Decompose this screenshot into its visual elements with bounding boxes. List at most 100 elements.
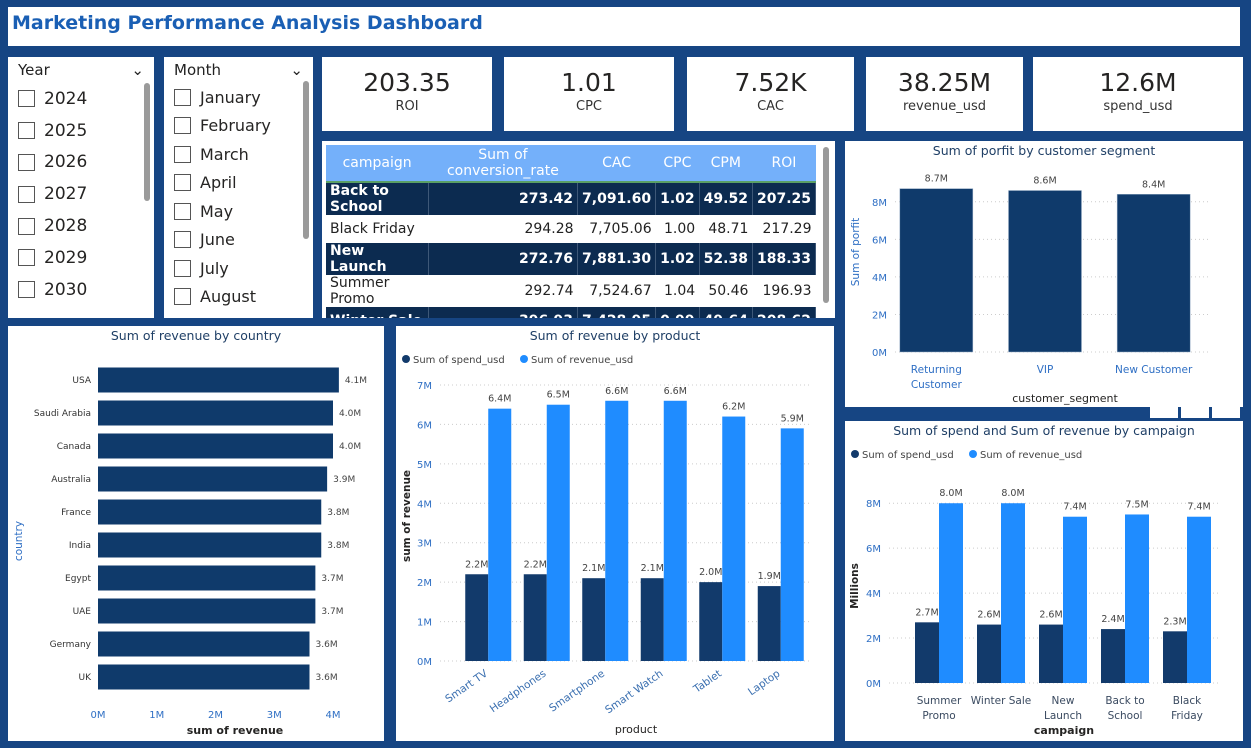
category-label: New Customer bbox=[1115, 364, 1193, 376]
y-axis-title: Millions bbox=[849, 563, 861, 609]
category-label: Back to bbox=[1105, 695, 1144, 707]
month-option-label: April bbox=[200, 173, 237, 193]
x-tick-label: 4M bbox=[326, 710, 341, 721]
year-option[interactable]: 2030 bbox=[18, 274, 144, 306]
column-header[interactable]: CPM bbox=[699, 145, 753, 183]
data-label: 8.6M bbox=[1033, 176, 1056, 187]
checkbox[interactable] bbox=[18, 122, 35, 140]
month-option[interactable]: June bbox=[174, 226, 303, 255]
category-label: Winter Sale bbox=[971, 695, 1031, 707]
category-label: Canada bbox=[57, 442, 91, 452]
data-label: 5.9M bbox=[781, 413, 804, 424]
checkbox[interactable] bbox=[18, 249, 35, 267]
legend-marker bbox=[969, 450, 977, 458]
table-cell: 217.29 bbox=[752, 215, 816, 243]
bar bbox=[1163, 631, 1187, 683]
data-label: 6.6M bbox=[605, 386, 628, 397]
y-tick-label: 6M bbox=[872, 235, 887, 246]
year-scrollbar[interactable] bbox=[144, 83, 150, 201]
checkbox[interactable] bbox=[174, 231, 191, 249]
bar bbox=[1125, 514, 1149, 683]
data-label: 3.7M bbox=[321, 574, 343, 584]
chevron-down-icon[interactable]: ⌄ bbox=[131, 61, 144, 79]
category-label: France bbox=[61, 508, 91, 518]
column-header[interactable]: Sum of conversion_rate bbox=[428, 145, 578, 183]
category-label: Smart TV bbox=[443, 667, 490, 705]
table-scrollbar[interactable] bbox=[823, 147, 829, 303]
month-option[interactable]: August bbox=[174, 283, 303, 312]
bar bbox=[1039, 624, 1063, 683]
kpi-value: 7.52K bbox=[734, 68, 807, 97]
legend-marker bbox=[851, 450, 859, 458]
table-cell: 208.62 bbox=[752, 307, 817, 318]
column-header[interactable]: CPC bbox=[655, 145, 700, 183]
x-axis-title: product bbox=[615, 723, 658, 736]
year-slicer[interactable]: Year ⌄ 2024 2025 2026 2027 2028 2029 2030 bbox=[8, 57, 154, 318]
checkbox[interactable] bbox=[18, 90, 35, 108]
checkbox[interactable] bbox=[174, 117, 191, 135]
table-cell: 1.02 bbox=[655, 243, 700, 275]
chart-title: Sum of porfit by customer segment bbox=[933, 143, 1156, 158]
checkbox[interactable] bbox=[174, 174, 191, 192]
checkbox[interactable] bbox=[18, 281, 35, 299]
table-cell: 7,428.95 bbox=[577, 307, 657, 318]
chevron-down-icon[interactable]: ⌄ bbox=[290, 61, 303, 79]
bar bbox=[699, 582, 723, 661]
year-option[interactable]: 2027 bbox=[18, 178, 144, 210]
x-tick-label: 0M bbox=[91, 710, 106, 721]
month-option[interactable]: February bbox=[174, 112, 303, 141]
month-option[interactable]: March bbox=[174, 140, 303, 169]
checkbox[interactable] bbox=[18, 185, 35, 203]
checkbox[interactable] bbox=[18, 217, 35, 235]
checkbox[interactable] bbox=[174, 259, 191, 277]
year-option[interactable]: 2029 bbox=[18, 242, 144, 274]
column-header[interactable]: ROI bbox=[752, 145, 816, 183]
table-cell: 1.04 bbox=[655, 275, 700, 307]
category-label: Launch bbox=[1044, 710, 1082, 722]
bar bbox=[663, 400, 687, 661]
month-option[interactable]: April bbox=[174, 169, 303, 198]
month-option[interactable]: January bbox=[174, 83, 303, 112]
month-slicer[interactable]: Month ⌄ January February March April May June J… bbox=[164, 57, 313, 318]
y-tick-label: 2M bbox=[417, 578, 432, 589]
table-row[interactable]: Summer Promo 292.74 7,524.67 1.04 50.46 196.9… bbox=[326, 275, 816, 307]
column-header[interactable]: CAC bbox=[577, 145, 656, 183]
bar bbox=[1101, 629, 1125, 683]
legend-label: Sum of revenue_usd bbox=[980, 450, 1082, 461]
table-cell: 273.42 bbox=[428, 182, 579, 215]
checkbox[interactable] bbox=[174, 288, 191, 306]
checkbox[interactable] bbox=[174, 202, 191, 220]
data-label: 6.6M bbox=[664, 386, 687, 397]
legend-marker bbox=[520, 355, 528, 363]
visual-header-icon[interactable] bbox=[1212, 402, 1240, 418]
bar bbox=[488, 408, 512, 661]
table-row[interactable]: Black Friday 294.28 7,705.06 1.00 48.71 217.2… bbox=[326, 215, 816, 243]
table-cell: 49.64 bbox=[699, 307, 753, 318]
checkbox[interactable] bbox=[174, 145, 191, 163]
month-scrollbar[interactable] bbox=[303, 81, 309, 239]
checkbox[interactable] bbox=[174, 88, 191, 106]
month-option[interactable]: July bbox=[174, 254, 303, 283]
visual-header-icon[interactable] bbox=[1181, 402, 1209, 418]
month-option[interactable]: May bbox=[174, 197, 303, 226]
column-header[interactable]: campaign bbox=[326, 145, 429, 183]
year-option[interactable]: 2025 bbox=[18, 115, 144, 147]
bar bbox=[98, 433, 333, 459]
y-tick-label: 0M bbox=[866, 679, 881, 690]
product-chart: Sum of revenue by product 0M 1M 2M 3M 4M 5M 6M 7… bbox=[396, 326, 834, 741]
table-row[interactable]: Winter Sale396.937,428.950.9949.64208.62 bbox=[326, 307, 817, 318]
bar bbox=[98, 400, 333, 426]
legend-marker bbox=[402, 355, 410, 363]
data-label: 6.2M bbox=[722, 402, 745, 413]
category-label: School bbox=[1108, 710, 1143, 722]
table-row[interactable]: New Launch 272.76 7,881.30 1.02 52.38 188.33 bbox=[326, 243, 817, 275]
y-tick-label: 6M bbox=[866, 544, 881, 555]
table-row[interactable]: Back to School 273.42 7,091.60 1.02 49.52 207… bbox=[326, 182, 817, 215]
category-label: Headphones bbox=[488, 668, 549, 716]
year-option[interactable]: 2024 bbox=[18, 83, 144, 115]
checkbox[interactable] bbox=[18, 153, 35, 171]
visual-header-icon[interactable] bbox=[1150, 402, 1178, 418]
year-option[interactable]: 2028 bbox=[18, 210, 144, 242]
year-option-label: 2027 bbox=[44, 184, 88, 205]
year-option[interactable]: 2026 bbox=[18, 147, 144, 179]
